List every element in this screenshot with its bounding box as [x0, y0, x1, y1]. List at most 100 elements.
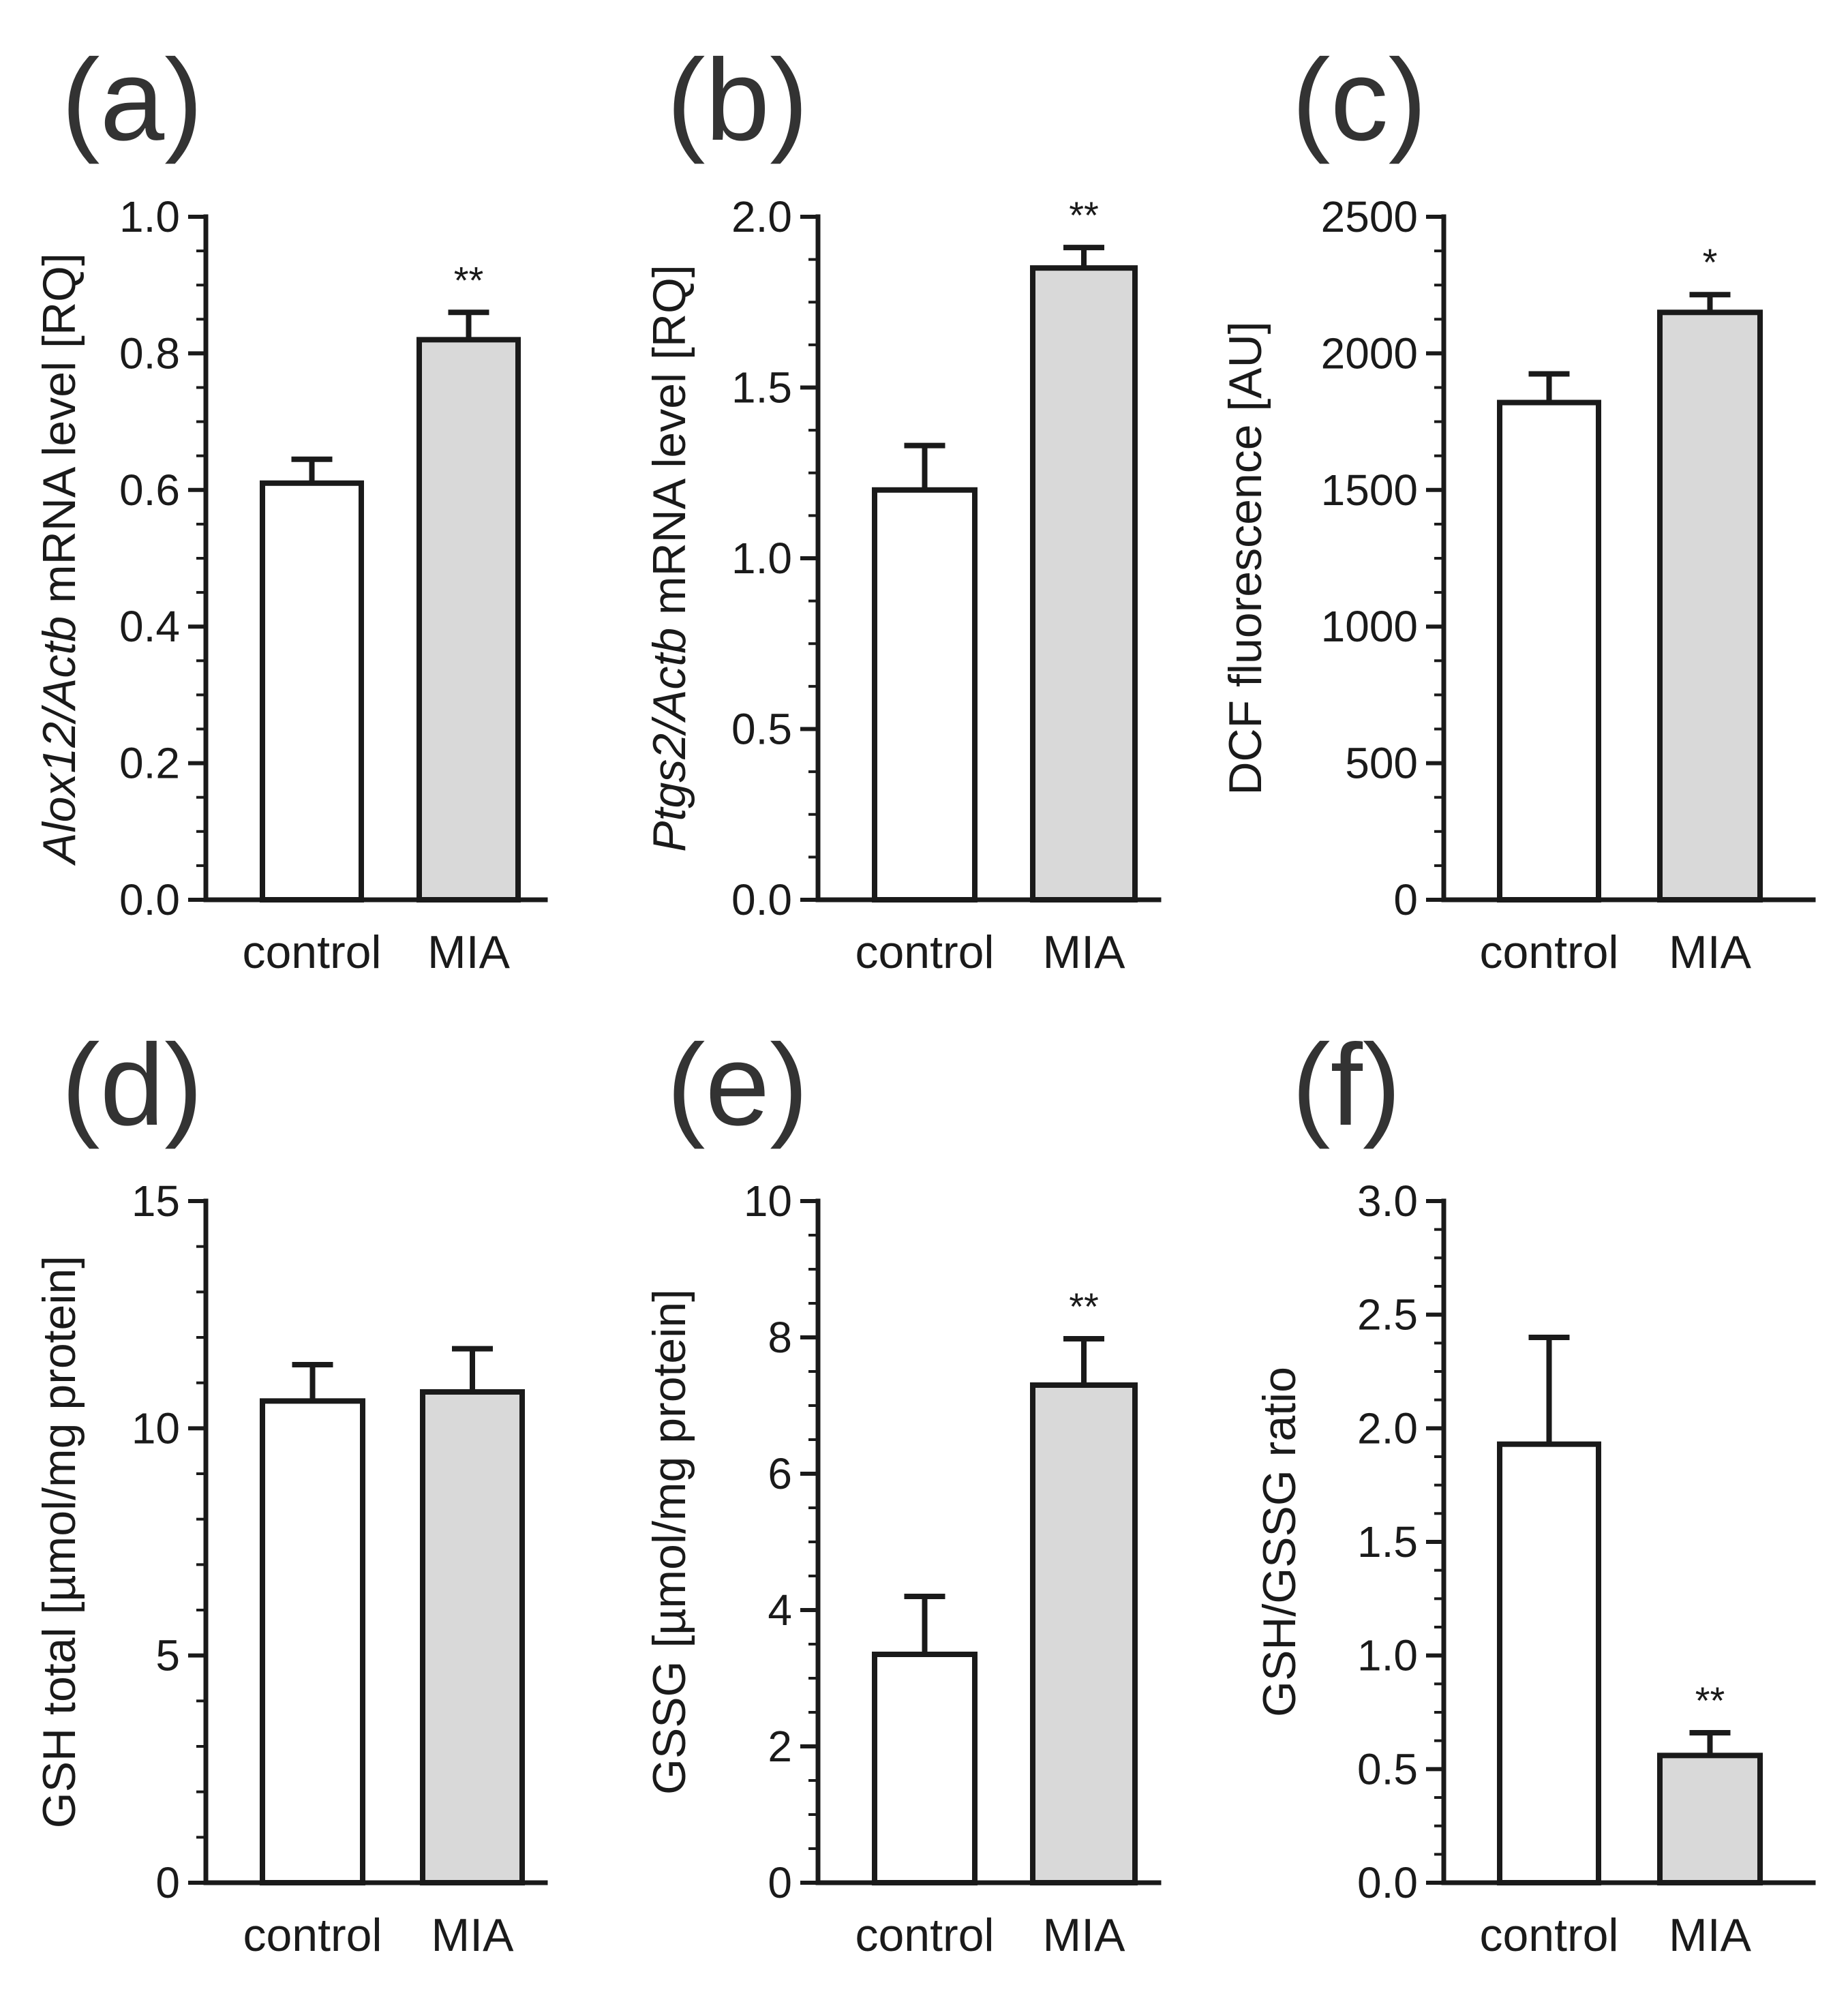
bar-c-MIA: [1657, 309, 1763, 903]
y-tick-label-b: 1.5: [731, 363, 792, 412]
chart-panel-c: (c) DCF fluorescence [AU] control * MIA 0 500 1…: [1220, 35, 1816, 978]
panel-label-e: (e): [667, 1020, 808, 1150]
y-tick-label-e: 0: [768, 1858, 792, 1907]
y-tick-label-e: 6: [768, 1449, 792, 1498]
y-tick-label-f: 0.5: [1357, 1744, 1418, 1793]
chart-panel-f: (f) GSH/GSSG ratio control ** MIA 0.0 0.5 1.0 1.…: [1254, 1020, 1816, 1961]
error-bar-c-MIA: [1689, 292, 1731, 313]
y-axis-title-part: GSH total [µmol/mg protein]: [33, 1256, 85, 1828]
y-axis-title-part: DCF fluorescence [AU]: [1220, 321, 1271, 795]
x-tick-label-b-MIA: MIA: [1043, 926, 1126, 978]
y-tick-label-f: 3.0: [1357, 1177, 1418, 1226]
bar-a-control: [260, 480, 364, 903]
bar-f-MIA: [1657, 1753, 1763, 1885]
error-bar-b-control: [904, 442, 945, 490]
error-bar-d-control: [292, 1362, 333, 1401]
error-bar-a-MIA: [448, 309, 489, 340]
y-tick-label-a: 0.4: [119, 602, 180, 651]
error-bar-e-control: [904, 1594, 945, 1654]
x-tick-label-b-control: control: [855, 926, 994, 978]
y-axis-title-part: Ptgs2/Actb: [643, 628, 695, 852]
chart-panel-d: (d) GSH total [µmol/mg protein] control MIA…: [33, 1020, 548, 1961]
bar-d-control: [260, 1398, 365, 1885]
x-tick-label-d-MIA: MIA: [431, 1909, 515, 1961]
y-axis-title-b: Ptgs2/Actb mRNA level [RQ]: [643, 264, 695, 852]
significance-marker-b: **: [1069, 194, 1099, 237]
bar-b-MIA: [1030, 265, 1138, 903]
error-bar-e-MIA: [1063, 1336, 1104, 1385]
x-tick-label-f-MIA: MIA: [1669, 1909, 1752, 1961]
significance-marker-a: **: [454, 258, 484, 301]
y-axis-title-e: GSSG [µmol/mg protein]: [643, 1289, 695, 1795]
y-tick-label-d: 0: [155, 1858, 180, 1907]
panel-label-f: (f): [1292, 1020, 1401, 1150]
y-tick-label-f: 2.5: [1357, 1290, 1418, 1339]
x-tick-label-a-MIA: MIA: [427, 926, 511, 978]
y-tick-label-f: 2.0: [1357, 1404, 1418, 1453]
y-axis-title-part: Alox12/Actb: [33, 616, 85, 866]
x-tick-label-d-control: control: [243, 1909, 382, 1961]
y-tick-label-d: 10: [132, 1404, 180, 1453]
x-tick-label-c-control: control: [1479, 926, 1618, 978]
x-tick-label-c-MIA: MIA: [1669, 926, 1752, 978]
y-axis-title-part: mRNA level [RQ]: [643, 264, 695, 628]
x-tick-label-e-control: control: [855, 1909, 994, 1961]
y-tick-label-e: 8: [768, 1313, 792, 1362]
y-tick-label-a: 1.0: [119, 192, 180, 241]
panel-label-a: (a): [61, 35, 203, 165]
error-bar-f-control: [1528, 1335, 1570, 1444]
panel-label-d: (d): [61, 1020, 203, 1150]
error-bar-c-control: [1528, 371, 1570, 403]
y-tick-label-d: 15: [132, 1177, 180, 1226]
y-tick-label-e: 2: [768, 1722, 792, 1771]
y-axis-title-part: GSSG [µmol/mg protein]: [643, 1289, 695, 1795]
y-tick-label-a: 0.8: [119, 329, 180, 378]
error-bar-a-control: [291, 456, 333, 483]
chart-panel-e: (e) GSSG [µmol/mg protein] control ** MIA 0 2 4…: [643, 1020, 1162, 1961]
significance-marker-c: *: [1703, 241, 1718, 284]
panel-label-b: (b): [667, 35, 808, 165]
y-tick-label-b: 0.0: [731, 875, 792, 924]
y-tick-label-c: 500: [1345, 739, 1418, 788]
y-tick-label-a: 0.2: [119, 739, 180, 788]
y-tick-label-c: 1500: [1321, 466, 1418, 515]
y-tick-label-c: 2500: [1321, 192, 1418, 241]
error-bar-b-MIA: [1063, 245, 1104, 269]
y-axis-title-d: GSH total [µmol/mg protein]: [33, 1256, 85, 1828]
x-tick-label-a-control: control: [242, 926, 381, 978]
y-tick-label-c: 1000: [1321, 602, 1418, 651]
bar-e-MIA: [1030, 1382, 1138, 1885]
bar-c-control: [1497, 399, 1601, 903]
y-tick-label-e: 4: [768, 1586, 792, 1635]
y-axis-title-c: DCF fluorescence [AU]: [1220, 321, 1271, 795]
y-tick-label-e: 10: [744, 1177, 792, 1226]
bar-d-MIA: [420, 1389, 525, 1885]
y-tick-label-a: 0.0: [119, 875, 180, 924]
bar-e-control: [872, 1652, 978, 1885]
x-tick-label-f-control: control: [1479, 1909, 1618, 1961]
y-tick-label-c: 0: [1393, 875, 1418, 924]
chart-panel-a: (a) Alox12/Actb mRNA level [RQ] control ** M…: [33, 35, 548, 978]
y-tick-label-b: 2.0: [731, 192, 792, 241]
significance-marker-e: **: [1069, 1285, 1099, 1328]
y-tick-label-b: 0.5: [731, 705, 792, 754]
panel-label-c: (c): [1292, 35, 1427, 165]
y-axis-title-a: Alox12/Actb mRNA level [RQ]: [33, 253, 85, 866]
y-tick-label-b: 1.0: [731, 534, 792, 583]
y-tick-label-a: 0.6: [119, 466, 180, 515]
error-bar-f-MIA: [1689, 1730, 1731, 1756]
y-tick-label-d: 5: [155, 1631, 180, 1680]
x-tick-label-e-MIA: MIA: [1043, 1909, 1126, 1961]
y-tick-label-c: 2000: [1321, 329, 1418, 378]
y-tick-label-f: 1.5: [1357, 1517, 1418, 1566]
y-tick-label-f: 1.0: [1357, 1631, 1418, 1680]
bar-b-control: [872, 487, 978, 903]
chart-panel-b: (b) Ptgs2/Actb mRNA level [RQ] control ** MI…: [643, 35, 1162, 978]
bar-f-control: [1497, 1441, 1601, 1886]
error-bar-d-MIA: [452, 1346, 493, 1392]
y-axis-title-f: GSH/GSSG ratio: [1254, 1367, 1305, 1717]
y-axis-title-part: GSH/GSSG ratio: [1254, 1367, 1305, 1717]
bar-a-MIA: [416, 337, 521, 903]
y-tick-label-f: 0.0: [1357, 1858, 1418, 1907]
